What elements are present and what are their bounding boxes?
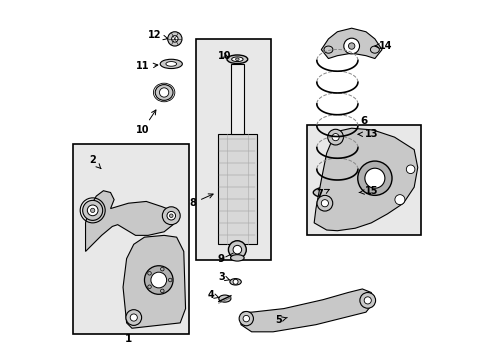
Circle shape xyxy=(316,195,332,211)
Circle shape xyxy=(87,205,98,216)
Text: 10: 10 xyxy=(218,51,231,61)
Text: 6: 6 xyxy=(360,116,367,126)
Circle shape xyxy=(162,207,180,225)
Circle shape xyxy=(233,246,241,254)
Circle shape xyxy=(343,38,359,54)
Polygon shape xyxy=(85,191,176,251)
Polygon shape xyxy=(73,144,189,334)
Circle shape xyxy=(167,32,182,46)
Circle shape xyxy=(125,310,142,325)
Circle shape xyxy=(151,272,166,288)
Circle shape xyxy=(331,134,339,141)
Circle shape xyxy=(147,285,151,288)
Circle shape xyxy=(239,311,253,326)
Circle shape xyxy=(160,289,164,293)
Circle shape xyxy=(327,129,343,145)
Circle shape xyxy=(144,266,173,294)
Ellipse shape xyxy=(320,188,354,197)
Circle shape xyxy=(357,161,391,195)
Circle shape xyxy=(169,214,173,217)
Text: 10: 10 xyxy=(136,110,156,135)
Circle shape xyxy=(364,297,370,304)
Circle shape xyxy=(159,88,168,97)
Ellipse shape xyxy=(226,55,247,64)
Ellipse shape xyxy=(327,189,346,196)
Ellipse shape xyxy=(160,59,182,68)
Ellipse shape xyxy=(235,58,239,60)
Circle shape xyxy=(90,208,95,212)
Circle shape xyxy=(171,36,178,42)
Ellipse shape xyxy=(324,46,332,53)
Circle shape xyxy=(160,267,164,271)
Text: 5: 5 xyxy=(274,315,286,325)
Circle shape xyxy=(321,200,328,207)
Text: 7: 7 xyxy=(316,189,328,199)
Ellipse shape xyxy=(165,62,176,66)
Circle shape xyxy=(348,43,354,49)
Circle shape xyxy=(130,314,137,321)
Text: 15: 15 xyxy=(358,186,377,197)
Polygon shape xyxy=(306,125,421,235)
Ellipse shape xyxy=(313,186,361,199)
Text: 1: 1 xyxy=(124,334,132,344)
Text: 11: 11 xyxy=(136,62,158,71)
Polygon shape xyxy=(123,235,185,328)
Ellipse shape xyxy=(370,46,379,53)
Text: 2: 2 xyxy=(89,156,101,168)
Polygon shape xyxy=(241,289,372,332)
Polygon shape xyxy=(196,39,271,260)
Polygon shape xyxy=(217,134,257,244)
Polygon shape xyxy=(230,64,244,134)
Text: 3: 3 xyxy=(218,272,230,282)
Ellipse shape xyxy=(231,57,243,62)
Ellipse shape xyxy=(218,295,230,302)
Circle shape xyxy=(359,293,375,308)
Text: 12: 12 xyxy=(147,30,167,40)
Polygon shape xyxy=(313,128,417,231)
Ellipse shape xyxy=(229,279,241,285)
Ellipse shape xyxy=(155,85,173,100)
Text: 4: 4 xyxy=(207,290,219,300)
Text: 8: 8 xyxy=(189,194,213,208)
Circle shape xyxy=(168,278,172,282)
Circle shape xyxy=(82,201,102,220)
Circle shape xyxy=(394,195,404,204)
Ellipse shape xyxy=(230,255,244,261)
Circle shape xyxy=(147,271,151,275)
Circle shape xyxy=(166,211,175,220)
Circle shape xyxy=(228,241,246,258)
Text: 9: 9 xyxy=(217,254,224,264)
Circle shape xyxy=(243,315,249,322)
Polygon shape xyxy=(321,28,381,59)
Circle shape xyxy=(406,165,414,174)
Text: 14: 14 xyxy=(374,41,391,51)
Circle shape xyxy=(364,168,384,188)
Text: 13: 13 xyxy=(357,129,377,139)
Circle shape xyxy=(233,279,238,284)
